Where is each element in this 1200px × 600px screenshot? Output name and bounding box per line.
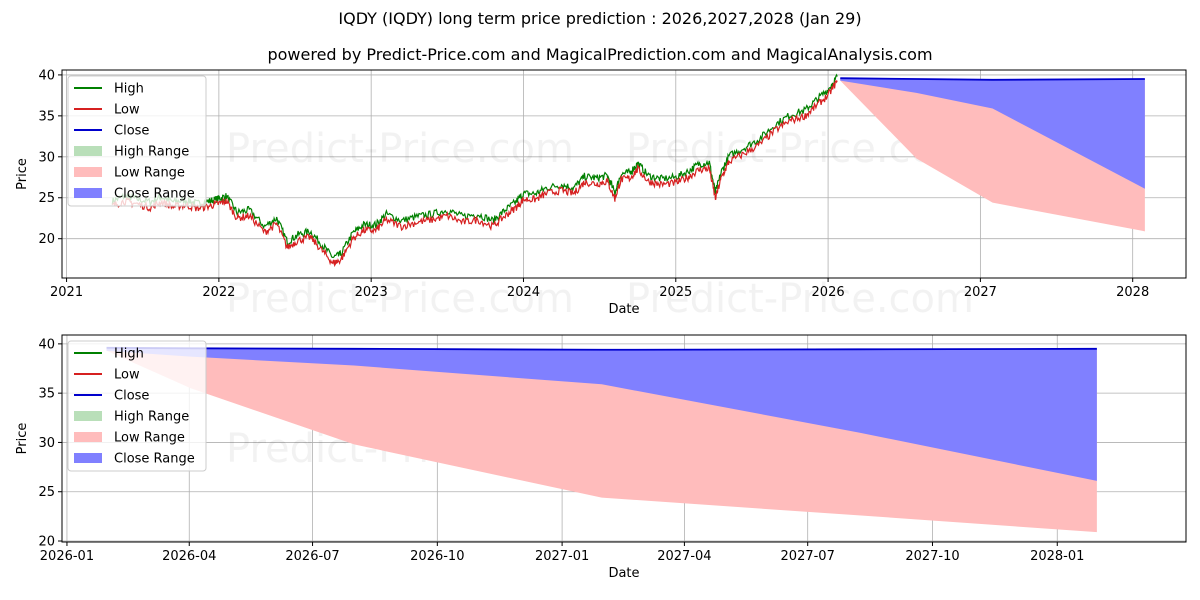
legend-swatch-low-range bbox=[74, 432, 102, 442]
legend-swatch-high-range bbox=[74, 411, 102, 421]
legend-swatch-close-range bbox=[74, 453, 102, 463]
legend-label: Close Range bbox=[114, 187, 195, 202]
legend-swatch-close-range bbox=[74, 188, 102, 198]
y-tick-label: 35 bbox=[38, 109, 55, 124]
legend-label: High bbox=[114, 82, 144, 97]
x-tick-label: 2026-01 bbox=[40, 549, 94, 564]
x-tick-label: 2027-07 bbox=[781, 549, 835, 564]
x-tick-label: 2026 bbox=[812, 285, 845, 300]
y-tick-label: 20 bbox=[38, 232, 55, 247]
legend-label: Close bbox=[114, 389, 149, 404]
x-tick-label: 2027 bbox=[964, 285, 997, 300]
watermark-text: Predict-Price.com bbox=[226, 276, 574, 322]
x-tick-label: 2027-01 bbox=[535, 549, 589, 564]
y-tick-label: 40 bbox=[38, 337, 55, 352]
legend-label: High Range bbox=[114, 145, 189, 160]
close-range-area bbox=[840, 78, 1145, 189]
x-tick-label: 2022 bbox=[202, 285, 235, 300]
legend-swatch-high-range bbox=[74, 146, 102, 156]
legend: High Low Close High Range Low Range Close Ran… bbox=[67, 75, 207, 207]
legend-label: Low Range bbox=[114, 431, 185, 446]
y-tick-label: 40 bbox=[38, 68, 55, 83]
x-tick-label: 2021 bbox=[50, 285, 83, 300]
legend-label: Close bbox=[114, 124, 149, 139]
x-tick-label: 2024 bbox=[507, 285, 540, 300]
watermark-text: Predict-Price.com bbox=[626, 276, 974, 322]
y-axis-label: Price bbox=[15, 158, 30, 190]
x-tick-label: 2027-04 bbox=[657, 549, 711, 564]
axes-frame bbox=[61, 334, 1187, 543]
x-tick-label: 2026-04 bbox=[162, 549, 216, 564]
legend-label: Close Range bbox=[114, 452, 195, 467]
legend-label: High bbox=[114, 347, 144, 362]
y-tick-label: 30 bbox=[38, 150, 55, 165]
x-axis-label: Date bbox=[608, 566, 639, 581]
axes-frame bbox=[61, 69, 1187, 279]
plot-area bbox=[111, 73, 1145, 268]
x-tick-label: 2028 bbox=[1116, 285, 1149, 300]
y-tick-label: 25 bbox=[38, 191, 55, 206]
chart-title: IQDY (IQDY) long term price prediction :… bbox=[338, 9, 862, 28]
low-line bbox=[111, 79, 838, 268]
legend-box bbox=[67, 75, 207, 207]
legend-label: Low Range bbox=[114, 166, 185, 181]
x-tick-label: 2028-01 bbox=[1030, 549, 1084, 564]
legend-label: Low bbox=[114, 103, 140, 118]
chart-subtitle: powered by Predict-Price.com and Magical… bbox=[267, 45, 933, 64]
y-tick-label: 25 bbox=[38, 485, 55, 500]
legend-swatch-low-range bbox=[74, 167, 102, 177]
legend-label: High Range bbox=[114, 410, 189, 425]
y-tick-label: 20 bbox=[38, 535, 55, 550]
legend: High Low Close High Range Low Range Close Ran… bbox=[67, 340, 207, 472]
watermark-text: Predict-Price.com bbox=[226, 126, 574, 172]
close-range-area bbox=[106, 347, 1097, 481]
legend-label: Low bbox=[114, 368, 140, 383]
close-line bbox=[840, 77, 1145, 81]
x-tick-label: 2026-07 bbox=[285, 549, 339, 564]
x-tick-label: 2026-10 bbox=[410, 549, 464, 564]
x-tick-label: 2023 bbox=[355, 285, 388, 300]
x-axis-label: Date bbox=[608, 302, 639, 317]
x-tick-label: 2027-10 bbox=[905, 549, 959, 564]
y-tick-label: 30 bbox=[38, 436, 55, 451]
y-axis-label: Price bbox=[15, 423, 30, 455]
x-tick-label: 2025 bbox=[659, 285, 692, 300]
legend-box bbox=[67, 340, 207, 472]
y-tick-label: 35 bbox=[38, 387, 55, 402]
